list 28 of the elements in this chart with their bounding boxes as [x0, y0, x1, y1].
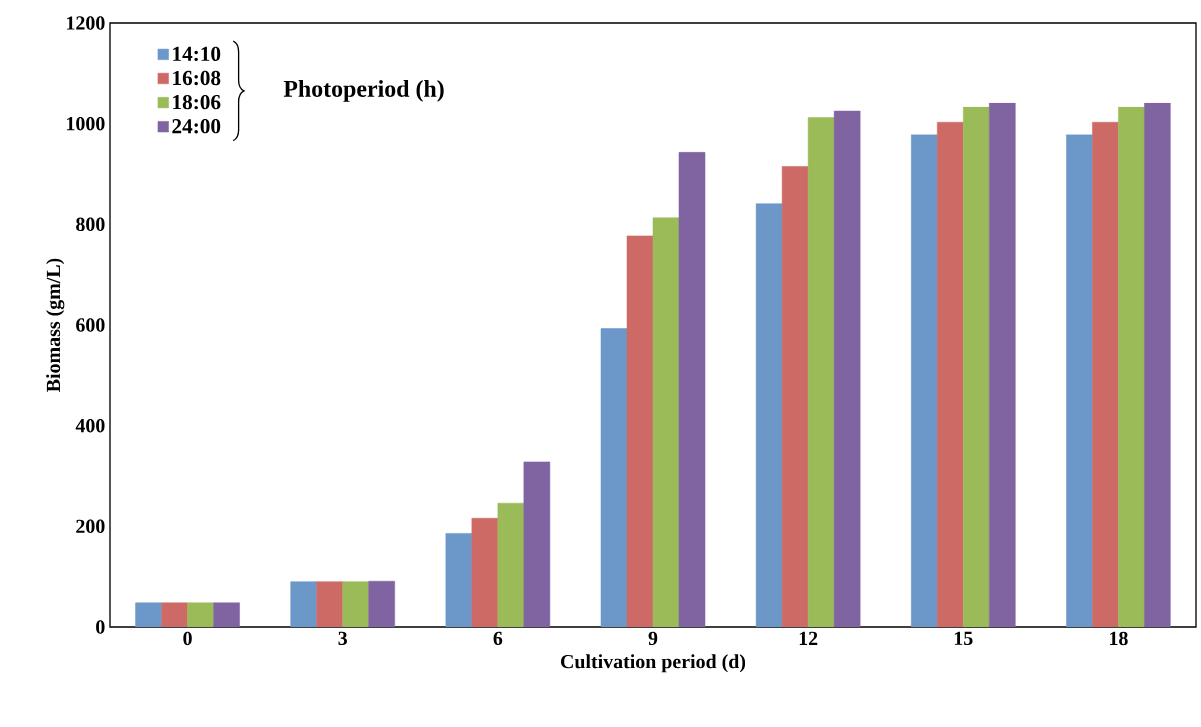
- y-tick-label: 600: [76, 318, 105, 332]
- x-tick-label: 18: [1110, 631, 1128, 646]
- y-tick-label: 1000: [67, 116, 105, 131]
- legend-label: 14:10: [173, 46, 221, 62]
- bar: [963, 106, 990, 627]
- x-tick-label: 15: [954, 631, 973, 646]
- x-axis-title: Cultivation period (d): [560, 654, 746, 673]
- y-tick-label: 1200: [67, 16, 105, 30]
- bar: [1118, 106, 1145, 627]
- x-tick-label: 9: [648, 631, 658, 646]
- y-axis-title: Biomass (gm/L): [46, 258, 65, 392]
- x-tick-label: 12: [799, 631, 818, 645]
- legend-title: Photoperiod (h): [283, 80, 444, 102]
- y-tick-label: 400: [75, 418, 105, 433]
- y-tick-label: 0: [96, 620, 105, 634]
- bar: [342, 581, 369, 627]
- bar: [652, 217, 680, 627]
- y-tick-label: 200: [76, 519, 105, 534]
- bar: [807, 117, 835, 627]
- y-tick-label: 800: [76, 217, 105, 232]
- x-tick-label: 6: [493, 631, 503, 646]
- legend-label: 18:06: [173, 94, 221, 110]
- legend-label: 24:00: [172, 119, 221, 134]
- bar: [497, 502, 525, 627]
- x-tick-label: 3: [338, 631, 347, 646]
- bar: [187, 602, 214, 627]
- x-tick-label: 0: [183, 631, 192, 646]
- legend-label: 16:08: [173, 70, 221, 86]
